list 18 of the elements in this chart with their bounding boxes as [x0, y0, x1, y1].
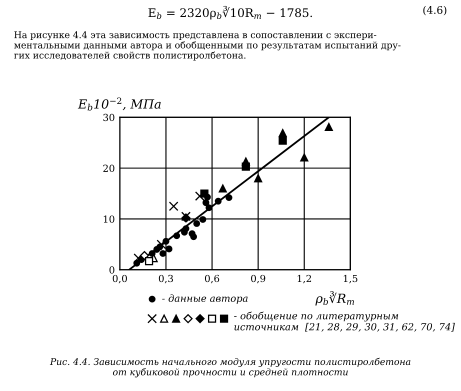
x-tick-label: 0,3 [158, 274, 173, 284]
x-axis-title: ρ$_{b}$∛R$_{m}$ [315, 291, 354, 306]
y-axis-title: E$_{b}$10$^{−2}$, МПа [78, 97, 161, 111]
x-tick-label: 0,0 [112, 274, 127, 284]
x-tick-label: 1,2 [298, 274, 312, 284]
x-tick-label: 1,5 [344, 274, 358, 284]
y-tick-label: 20 [103, 164, 114, 172]
x-tick-label: 0,9 [251, 274, 266, 284]
text: На рисунке 4.4 эта зависимость представлена в сопоставлении с экспери- ментальными данными автора и обобщенными по результатам испытаний дру- гих исследователей свойств полистиролбетона. [14, 31, 401, 60]
y-tick-label: 10 [104, 215, 114, 223]
text: E$_{b}$ = 2320ρ$_{b}$∛10R$_{m}$ − 1785. [148, 6, 312, 20]
y-tick-label: 0 [109, 266, 114, 274]
x-tick-label: 0,6 [204, 274, 220, 284]
text: (4.6) [423, 6, 446, 16]
y-tick-label: 30 [103, 114, 114, 122]
legend-label: - обобщение по литературным источникам [21, 28, 29, 30, 31, 62, 70, 74] [234, 312, 455, 332]
text: Рис. 4.4. Зависимость начального модуля упругости полистиролбетона от кубиковой прочности и средней плотности [50, 358, 410, 378]
legend-label: - данные автора [162, 294, 248, 304]
